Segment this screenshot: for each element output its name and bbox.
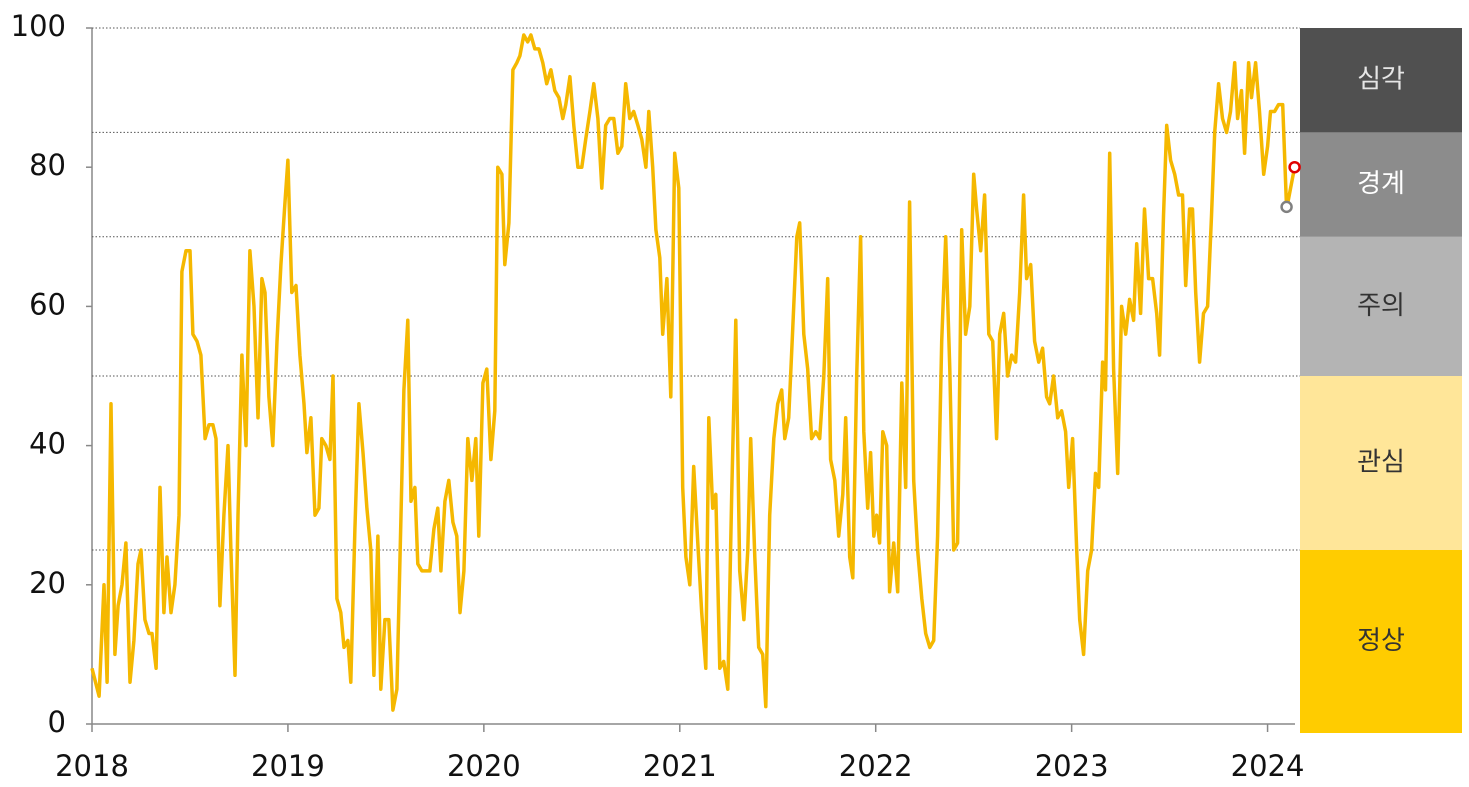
level-band bbox=[1300, 28, 1462, 133]
y-tick-label: 80 bbox=[29, 148, 66, 182]
data-line bbox=[90, 33, 1297, 712]
highlight-point bbox=[1280, 200, 1293, 214]
x-tick-label: 2021 bbox=[643, 749, 717, 783]
x-tick-label: 2019 bbox=[251, 749, 325, 783]
x-tick-label: 2024 bbox=[1231, 749, 1305, 783]
level-band bbox=[1300, 236, 1462, 376]
x-tick-label: 2018 bbox=[55, 749, 129, 783]
y-tick-label: 60 bbox=[29, 287, 66, 321]
y-tick-label: 40 bbox=[29, 427, 66, 461]
highlight-point bbox=[1288, 160, 1301, 174]
y-tick-label: 20 bbox=[29, 566, 66, 600]
level-label: 관심 bbox=[1357, 448, 1405, 478]
y-tick-label: 0 bbox=[48, 705, 66, 739]
level-label: 경계 bbox=[1357, 169, 1405, 199]
x-tick-label: 2023 bbox=[1035, 749, 1109, 783]
level-band bbox=[1300, 132, 1462, 237]
level-band bbox=[1300, 550, 1462, 733]
x-tick-label: 2020 bbox=[447, 749, 521, 783]
level-label: 정상 bbox=[1357, 626, 1405, 656]
y-tick-label: 100 bbox=[11, 9, 66, 43]
level-label: 주의 bbox=[1357, 291, 1405, 321]
x-tick-label: 2022 bbox=[839, 749, 913, 783]
level-label: 심각 bbox=[1357, 65, 1405, 95]
level-band bbox=[1300, 376, 1462, 550]
